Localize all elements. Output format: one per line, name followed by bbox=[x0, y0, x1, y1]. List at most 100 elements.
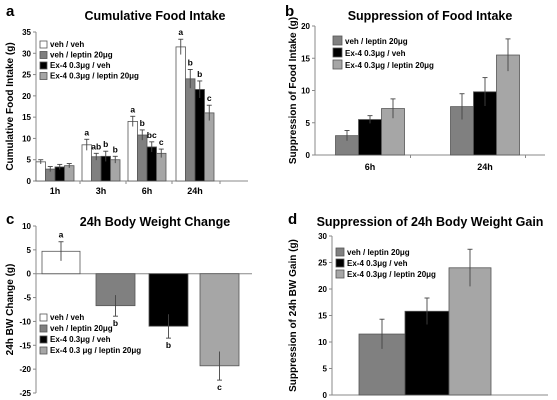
y-tick-label: -15 bbox=[19, 341, 31, 350]
legend-swatch bbox=[335, 269, 345, 279]
panel-label: b bbox=[285, 3, 294, 20]
y-tick-label: 10 bbox=[22, 222, 31, 231]
x-tick-label: 24h bbox=[187, 186, 203, 196]
y-tick-label: 20 bbox=[318, 285, 327, 294]
legend-swatch bbox=[39, 313, 48, 322]
y-tick-label: 0 bbox=[27, 270, 32, 279]
legend-swatch bbox=[39, 61, 48, 70]
significance-label: b bbox=[188, 57, 193, 67]
bar bbox=[35, 161, 46, 182]
significance-label: b bbox=[166, 340, 171, 350]
panel-label: c bbox=[6, 211, 14, 228]
legend-swatch bbox=[335, 258, 345, 268]
y-tick-label: 0 bbox=[27, 177, 32, 186]
legend-entry: Ex-4 0.3μg / leptin 20μg bbox=[347, 270, 436, 279]
y-tick-label: 25 bbox=[318, 259, 327, 268]
y-tick-label: 10 bbox=[22, 134, 31, 143]
panel-b: b Suppression of Food Intake 0 5 10 15 20Suppr… bbox=[285, 3, 545, 172]
x-tick-label: 24h bbox=[477, 162, 493, 172]
legend-swatch bbox=[39, 40, 48, 49]
y-tick-label: -10 bbox=[19, 317, 31, 326]
y-tick-label: 30 bbox=[318, 232, 327, 241]
legend-entry: Ex-4 0.3μg / veh bbox=[347, 259, 408, 268]
y-tick-label: 0 bbox=[323, 391, 328, 400]
legend-entry: veh / leptin 20μg bbox=[345, 37, 408, 46]
legend-swatch bbox=[332, 59, 343, 70]
significance-label: c bbox=[159, 137, 164, 147]
bar bbox=[64, 165, 75, 182]
legend-swatch bbox=[332, 35, 343, 46]
legend-entry: Ex-4 0.3μg / veh bbox=[50, 61, 111, 70]
legend-entry: Ex-4 0.3μg / leptin 20μg bbox=[345, 61, 434, 70]
significance-label: ab bbox=[91, 141, 101, 151]
y-tick-label: 35 bbox=[22, 28, 31, 37]
legend-swatch bbox=[39, 335, 48, 344]
legend: veh / leptin 20μg Ex-4 0.3μg / veh Ex-4 0.… bbox=[332, 35, 434, 70]
panel-c: c 24h Body Weight Change -25 -20 -15 -10 -5 0 5 1… bbox=[5, 211, 252, 398]
significance-label: bc bbox=[147, 130, 157, 140]
bar bbox=[194, 89, 205, 182]
x-tick-label: 6h bbox=[365, 162, 376, 172]
y-tick-label: 5 bbox=[306, 119, 311, 128]
y-tick-label: 0 bbox=[306, 151, 311, 160]
y-tick-label: 30 bbox=[22, 49, 31, 58]
legend-entry: Ex-4 0.3μg / veh bbox=[50, 335, 111, 344]
chart-title: Suppression of Food Intake bbox=[348, 9, 513, 23]
y-tick-label: 5 bbox=[323, 365, 328, 374]
significance-label: a bbox=[178, 27, 183, 37]
panel-label: a bbox=[6, 3, 15, 20]
significance-label: b bbox=[113, 318, 118, 328]
legend-entry: veh / leptin 20μg bbox=[347, 248, 410, 257]
significance-label: a bbox=[84, 127, 89, 137]
bar bbox=[91, 156, 102, 182]
panel-label: d bbox=[288, 211, 297, 228]
legend-swatch bbox=[39, 72, 48, 80]
y-tick-label: -25 bbox=[19, 389, 31, 398]
bar bbox=[448, 267, 492, 396]
y-tick-label: 5 bbox=[27, 156, 32, 165]
y-tick-label: -20 bbox=[19, 365, 31, 374]
legend: veh / leptin 20μg Ex-4 0.3μg / veh Ex-4 0.… bbox=[335, 247, 436, 279]
bar bbox=[127, 121, 138, 182]
y-axis-label: 24h BW Change (g) bbox=[5, 264, 16, 356]
y-tick-label: 25 bbox=[22, 71, 31, 80]
x-tick-label: 6h bbox=[142, 186, 153, 196]
legend-entry: veh / veh bbox=[50, 313, 84, 322]
y-tick-label: 20 bbox=[22, 92, 31, 101]
significance-label: a bbox=[59, 230, 64, 240]
y-tick-label: 10 bbox=[318, 338, 327, 347]
bar bbox=[185, 78, 196, 182]
significance-label: a bbox=[130, 104, 135, 114]
chart-title: Cumulative Food Intake bbox=[85, 9, 226, 23]
legend-swatch bbox=[332, 47, 343, 58]
chart-title: Suppression of 24h Body Weight Gain bbox=[317, 215, 544, 229]
significance-label: c bbox=[207, 93, 212, 103]
significance-label: b bbox=[113, 144, 118, 154]
significance-label: c bbox=[217, 382, 222, 392]
legend-entry: veh / veh bbox=[50, 40, 84, 49]
legend-entry: Ex-4 0.3μg / leptin 20μg bbox=[50, 72, 139, 81]
x-tick-label: 3h bbox=[96, 186, 107, 196]
legend-swatch bbox=[39, 51, 48, 59]
significance-label: b bbox=[140, 118, 145, 128]
y-tick-label: -5 bbox=[24, 294, 32, 303]
y-tick-label: 20 bbox=[301, 22, 310, 31]
bar bbox=[175, 46, 186, 182]
panel-d: d Suppression of 24h Body Weight Gain 0 5 10… bbox=[288, 211, 548, 400]
legend-swatch bbox=[335, 247, 345, 257]
bar bbox=[137, 134, 148, 182]
bar bbox=[204, 112, 215, 182]
y-tick-label: 15 bbox=[22, 113, 31, 122]
y-axis-label: Suppression of Food Intake (g) bbox=[288, 17, 299, 164]
y-tick-label: 15 bbox=[301, 54, 310, 63]
legend-entry: Ex-4 0.3μg / veh bbox=[345, 49, 406, 58]
panel-a: a Cumulative Food Intake 0 5 10 15 20 25 30 35 Cum… bbox=[5, 3, 248, 196]
legend-swatch bbox=[39, 346, 48, 355]
chart-title: 24h Body Weight Change bbox=[80, 215, 231, 229]
significance-label: b bbox=[197, 69, 202, 79]
legend-entry: veh / leptin 20μg bbox=[50, 51, 113, 60]
y-tick-label: 5 bbox=[27, 246, 32, 255]
